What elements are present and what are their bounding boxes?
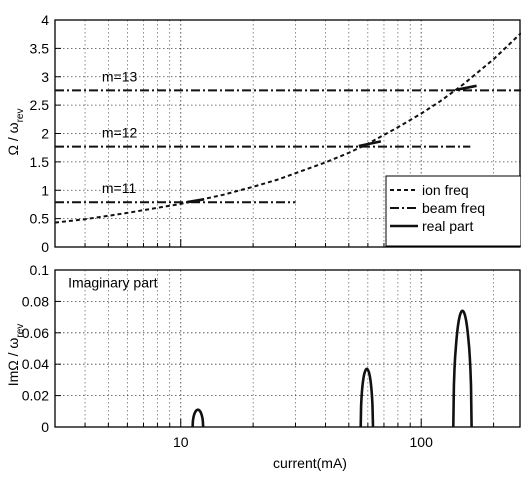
x-tick-label: 100 xyxy=(410,434,434,450)
top-y-tick-label: 0.5 xyxy=(30,211,50,227)
bottom-y-tick-label: 0 xyxy=(41,419,49,435)
series-real-part-line xyxy=(186,198,205,204)
legend-box xyxy=(385,175,521,247)
top-y-tick-label: 0 xyxy=(41,239,49,255)
bottom-y-axis-label: ImΩ / ωrev xyxy=(5,324,26,387)
top-plot-frame xyxy=(54,19,521,248)
series-real-part-line xyxy=(358,140,382,148)
top-panel: Ω / ωrev 0 0.5 1 1.5 2 2.5 3 3.5 4 m=13 m=12 m=11 io… xyxy=(5,12,521,255)
top-y-axis-label: Ω / ωrev xyxy=(5,109,26,156)
top-annotation: m=12 xyxy=(102,124,138,140)
bottom-y-tick-label: 0.08 xyxy=(22,293,49,309)
bottom-panel: ImΩ / ωrev current(mA) 0 0.02 0.04 0.06 0.08… xyxy=(5,262,521,471)
top-y-tick-label: 1.5 xyxy=(30,154,50,170)
top-y-tick-label: 4 xyxy=(41,12,49,28)
x-axis-label: current(mA) xyxy=(273,455,347,471)
bottom-y-tick-label: 0.1 xyxy=(30,262,50,278)
bottom-annotation: Imaginary part xyxy=(68,274,158,290)
imaginary-part-hump xyxy=(452,309,473,428)
bottom-y-tick-label: 0.04 xyxy=(22,356,49,372)
bottom-y-tick-label: 0.02 xyxy=(22,388,49,404)
bottom-y-tick-label: 0.06 xyxy=(22,325,49,341)
series-real-part-line xyxy=(456,84,477,92)
legend-entry: ion freq xyxy=(422,182,469,198)
top-y-tick-label: 2.5 xyxy=(30,97,50,113)
bottom-plot-frame xyxy=(54,269,521,428)
top-y-tick-label: 1 xyxy=(41,182,49,198)
series-ion-freq-line xyxy=(54,32,521,224)
top-annotation: m=11 xyxy=(102,180,137,196)
top-y-tick-label: 3 xyxy=(41,69,49,85)
legend-entry: real part xyxy=(422,218,473,234)
top-y-tick-label: 2 xyxy=(41,126,49,142)
imaginary-part-hump xyxy=(191,408,205,428)
imaginary-part-hump xyxy=(359,367,375,428)
x-tick-label: 10 xyxy=(173,434,189,450)
legend-entry: beam freq xyxy=(422,200,485,216)
top-annotation: m=13 xyxy=(102,68,138,84)
legend: ion freq beam freq real part xyxy=(385,175,521,247)
top-y-tick-label: 3.5 xyxy=(30,40,50,56)
